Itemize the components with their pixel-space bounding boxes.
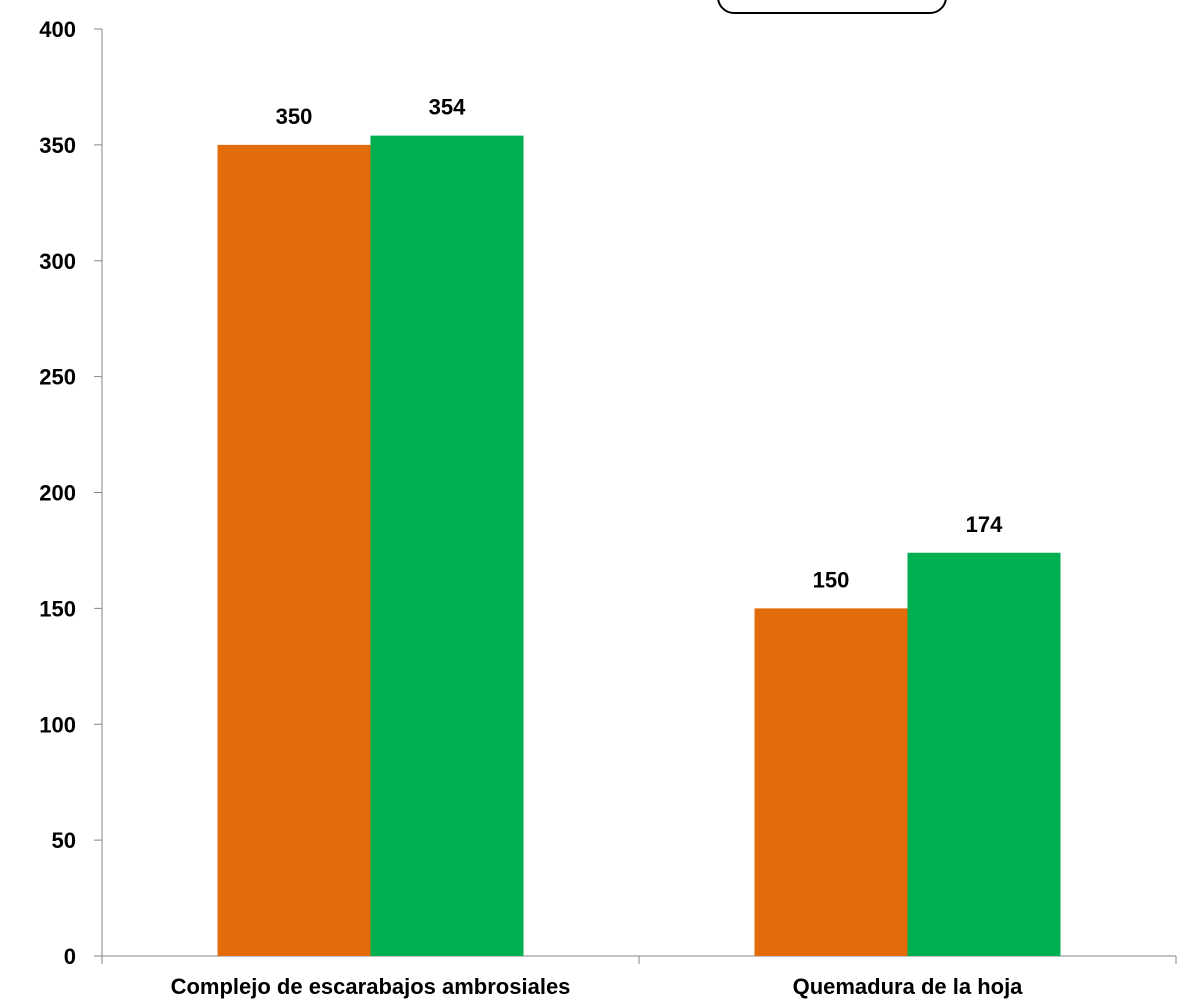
bar <box>754 608 908 956</box>
bar <box>907 552 1061 956</box>
data-label: 174 <box>966 512 1003 537</box>
chart-bars <box>217 135 1061 957</box>
x-tick-label: Complejo de escarabajos ambrosiales <box>171 974 571 999</box>
y-tick-label: 100 <box>39 712 76 737</box>
x-tick-label: Quemadura de la hoja <box>793 974 1024 999</box>
y-tick-label: 400 <box>39 17 76 42</box>
chart-data-labels: 350 354 150 174 <box>276 95 1003 593</box>
y-tick-label: 350 <box>39 133 76 158</box>
chart-tick-labels: 0 50 100 150 200 250 300 350 400 Complejo de esca… <box>39 17 1023 999</box>
y-tick-label: 300 <box>39 249 76 274</box>
bar <box>217 144 371 956</box>
data-label: 350 <box>276 104 313 129</box>
y-tick-label: 0 <box>64 944 76 969</box>
data-label: 354 <box>429 95 466 120</box>
y-tick-label: 150 <box>39 596 76 621</box>
y-tick-label: 50 <box>52 828 76 853</box>
bar <box>370 135 524 957</box>
y-tick-label: 250 <box>39 365 76 390</box>
data-label: 150 <box>813 567 850 592</box>
y-tick-label: 200 <box>39 481 76 506</box>
